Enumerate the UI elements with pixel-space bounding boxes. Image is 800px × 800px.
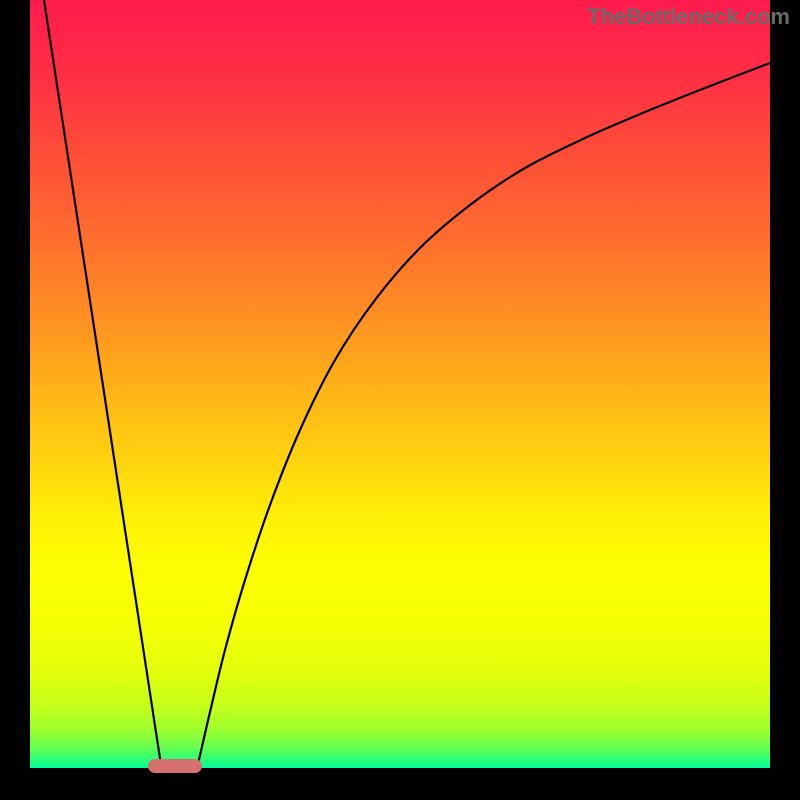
optimal-point-marker (148, 759, 202, 773)
bottleneck-chart (0, 0, 800, 800)
chart-container: TheBottleneck.com (0, 0, 800, 800)
watermark-text: TheBottleneck.com (587, 4, 790, 30)
plot-area-gradient (30, 0, 770, 768)
